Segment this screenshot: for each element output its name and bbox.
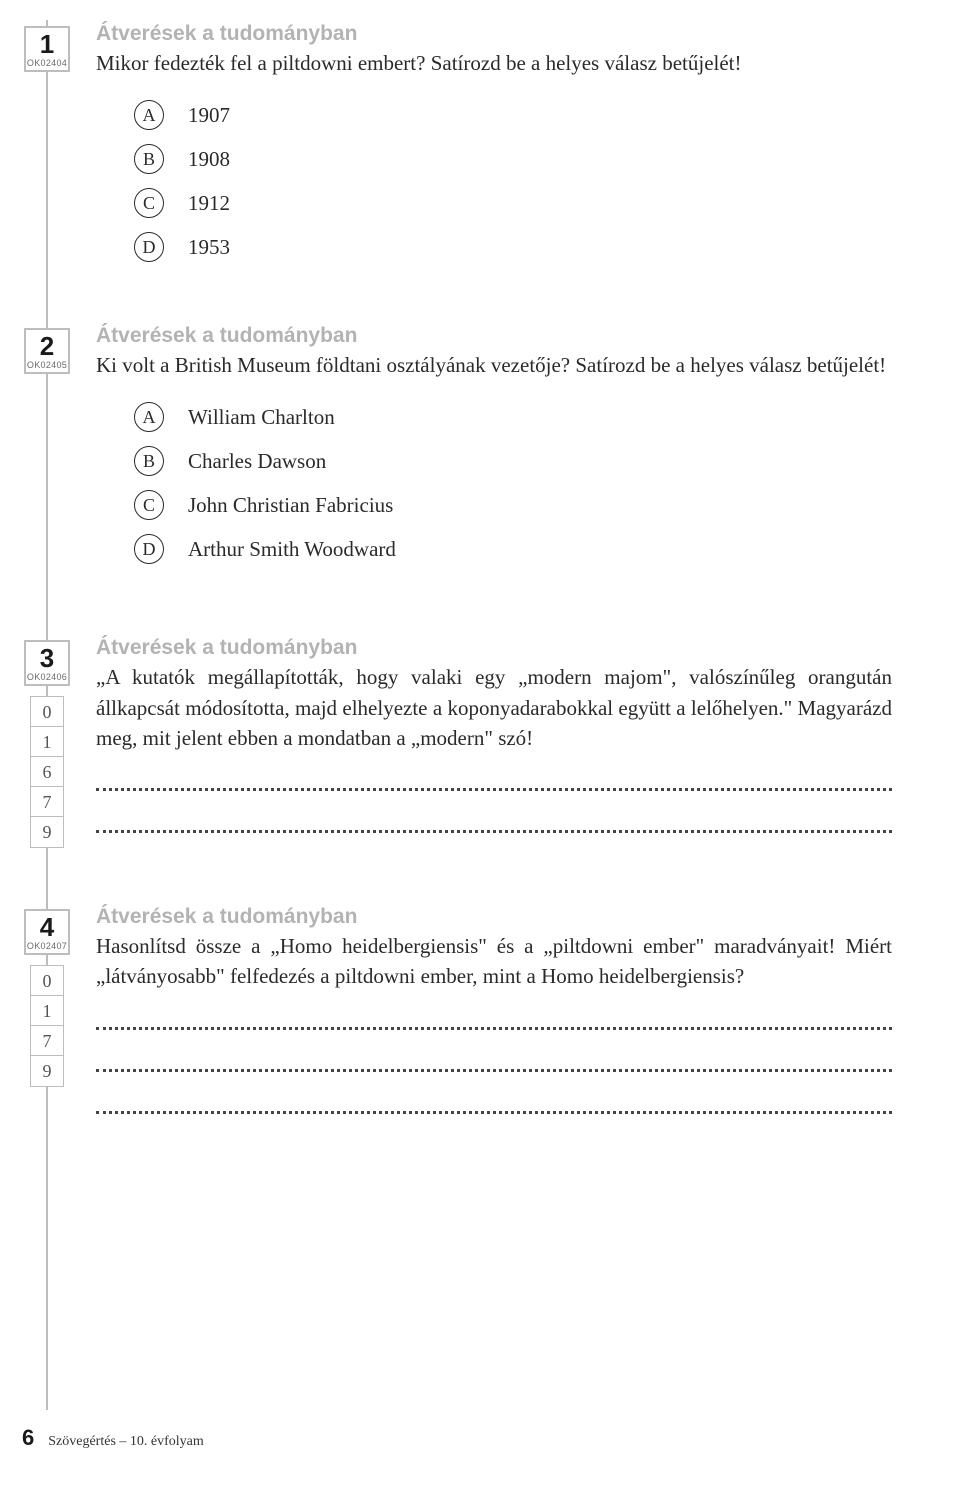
option-label: 1912 <box>188 191 230 216</box>
footer-label: Szövegértés – 10. évfolyam <box>48 1434 204 1450</box>
option-d[interactable]: D 1953 <box>96 232 892 262</box>
question-number-box: 2 OK02405 <box>24 328 70 374</box>
category-label: Átverések a tudományban <box>96 905 892 929</box>
score-cell: 7 <box>31 1026 63 1056</box>
option-b[interactable]: B 1908 <box>96 144 892 174</box>
question-text: „A kutatók megállapították, hogy valaki … <box>96 662 892 753</box>
page-number: 6 <box>22 1425 34 1451</box>
question-code: OK02407 <box>27 942 67 951</box>
score-cell: 9 <box>31 817 63 847</box>
options-list: A 1907 B 1908 C 1912 D 1953 <box>96 100 892 262</box>
option-label: Arthur Smith Woodward <box>188 537 396 562</box>
score-cell: 0 <box>31 966 63 996</box>
question-number: 2 <box>40 333 54 359</box>
category-label: Átverések a tudományban <box>96 636 892 660</box>
question-block-4: 4 OK02407 0 1 7 9 Átverések a tudományba… <box>0 905 892 1113</box>
answer-line <box>96 829 892 833</box>
score-column: 0 1 7 9 <box>30 965 64 1087</box>
question-number-box: 1 OK02404 <box>24 26 70 72</box>
option-letter: D <box>134 534 164 564</box>
question-number: 1 <box>40 31 54 57</box>
score-cell: 9 <box>31 1056 63 1086</box>
question-text: Mikor fedezték fel a piltdowni embert? S… <box>96 48 892 78</box>
score-cell: 1 <box>31 727 63 757</box>
score-cell: 0 <box>31 697 63 727</box>
question-number-box: 4 OK02407 <box>24 909 70 955</box>
question-text: Hasonlítsd össze a „Homo heidelbergiensi… <box>96 931 892 991</box>
question-block-3: 3 OK02406 0 1 6 7 9 Átverések a tudomány… <box>0 636 892 833</box>
option-label: 1907 <box>188 103 230 128</box>
option-label: Charles Dawson <box>188 449 326 474</box>
question-code: OK02406 <box>27 673 67 682</box>
question-code: OK02404 <box>27 59 67 68</box>
answer-line <box>96 787 892 791</box>
score-cell: 1 <box>31 996 63 1026</box>
answer-line <box>96 1068 892 1072</box>
option-a[interactable]: A 1907 <box>96 100 892 130</box>
page-footer: 6 Szövegértés – 10. évfolyam <box>22 1425 204 1451</box>
option-letter: B <box>134 144 164 174</box>
question-text: Ki volt a British Museum földtani osztál… <box>96 350 892 380</box>
option-label: John Christian Fabricius <box>188 493 393 518</box>
question-number: 4 <box>40 914 54 940</box>
score-cell: 7 <box>31 787 63 817</box>
option-letter: C <box>134 188 164 218</box>
option-letter: D <box>134 232 164 262</box>
option-b[interactable]: B Charles Dawson <box>96 446 892 476</box>
answer-line <box>96 1110 892 1114</box>
option-d[interactable]: D Arthur Smith Woodward <box>96 534 892 564</box>
option-letter: C <box>134 490 164 520</box>
question-code: OK02405 <box>27 361 67 370</box>
score-cell: 6 <box>31 757 63 787</box>
option-a[interactable]: A William Charlton <box>96 402 892 432</box>
option-letter: A <box>134 100 164 130</box>
score-column: 0 1 6 7 9 <box>30 696 64 848</box>
option-c[interactable]: C 1912 <box>96 188 892 218</box>
option-label: 1953 <box>188 235 230 260</box>
question-block-1: 1 OK02404 Átverések a tudományban Mikor … <box>0 22 892 262</box>
question-block-2: 2 OK02405 Átverések a tudományban Ki vol… <box>0 324 892 564</box>
option-letter: B <box>134 446 164 476</box>
options-list: A William Charlton B Charles Dawson C Jo… <box>96 402 892 564</box>
category-label: Átverések a tudományban <box>96 22 892 46</box>
option-c[interactable]: C John Christian Fabricius <box>96 490 892 520</box>
option-label: 1908 <box>188 147 230 172</box>
option-letter: A <box>134 402 164 432</box>
question-number-box: 3 OK02406 <box>24 640 70 686</box>
question-number: 3 <box>40 645 54 671</box>
answer-line <box>96 1026 892 1030</box>
option-label: William Charlton <box>188 405 335 430</box>
category-label: Átverések a tudományban <box>96 324 892 348</box>
